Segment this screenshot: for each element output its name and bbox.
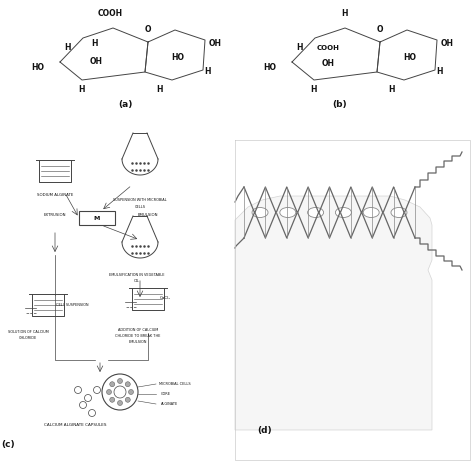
Text: H: H — [342, 9, 348, 18]
Text: SOLUTION OF CALCIUM: SOLUTION OF CALCIUM — [8, 330, 48, 334]
Text: SUSPENSION WITH MICROBIAL: SUSPENSION WITH MICROBIAL — [113, 198, 167, 202]
Text: M: M — [94, 216, 100, 220]
Text: H: H — [79, 86, 85, 95]
Polygon shape — [235, 196, 432, 430]
Text: ALGINATE: ALGINATE — [161, 402, 179, 406]
Ellipse shape — [280, 208, 296, 218]
Text: EMULSION: EMULSION — [129, 340, 147, 344]
Text: CaCl₂: CaCl₂ — [159, 296, 171, 300]
Ellipse shape — [308, 208, 324, 218]
Text: H: H — [297, 43, 303, 52]
Text: HO: HO — [172, 54, 184, 63]
Text: HO: HO — [264, 64, 276, 73]
Text: COOH: COOH — [98, 9, 123, 18]
Text: H: H — [157, 86, 163, 95]
Circle shape — [109, 382, 115, 387]
Circle shape — [128, 390, 134, 395]
Text: H: H — [311, 86, 317, 95]
Circle shape — [118, 400, 122, 406]
Circle shape — [107, 390, 111, 395]
Text: HO: HO — [31, 64, 45, 73]
Circle shape — [125, 382, 130, 387]
Text: O: O — [377, 25, 383, 34]
Ellipse shape — [363, 208, 379, 218]
Text: (d): (d) — [258, 425, 272, 435]
Text: ADDITION OF CALCIUM: ADDITION OF CALCIUM — [118, 328, 158, 332]
Text: H: H — [437, 67, 443, 76]
Text: H: H — [92, 40, 98, 49]
Text: OH: OH — [321, 58, 335, 67]
Text: OH: OH — [90, 57, 102, 66]
Text: EMULSION: EMULSION — [138, 213, 158, 217]
Text: OH: OH — [440, 40, 454, 49]
FancyBboxPatch shape — [79, 211, 115, 225]
Text: H: H — [65, 43, 71, 52]
Text: (a): (a) — [118, 100, 132, 109]
Text: CELL SUSPENSION: CELL SUSPENSION — [56, 303, 88, 307]
Text: H: H — [205, 67, 211, 76]
Text: H: H — [389, 86, 395, 95]
Text: OIL: OIL — [134, 279, 140, 283]
Text: O: O — [145, 25, 151, 34]
Text: SODIUM ALGINATE: SODIUM ALGINATE — [37, 193, 73, 197]
Text: EXTRUSION: EXTRUSION — [44, 213, 66, 217]
Text: CHLORIDE TO BREAK THE: CHLORIDE TO BREAK THE — [115, 334, 161, 338]
Text: OH: OH — [209, 40, 221, 49]
Text: COOH: COOH — [317, 45, 339, 51]
Circle shape — [118, 379, 122, 383]
Text: (c): (c) — [1, 440, 15, 449]
Text: CELLS: CELLS — [135, 205, 146, 209]
Circle shape — [125, 397, 130, 402]
Ellipse shape — [336, 208, 351, 218]
Ellipse shape — [252, 208, 268, 218]
Circle shape — [109, 397, 115, 402]
Ellipse shape — [391, 208, 407, 218]
Text: (b): (b) — [333, 100, 347, 109]
Text: HO: HO — [403, 54, 417, 63]
Text: CALCIUM ALGINATE CAPSULES: CALCIUM ALGINATE CAPSULES — [44, 423, 106, 427]
Text: MICROBIAL CELLS: MICROBIAL CELLS — [159, 382, 191, 386]
Text: CHLORIDE: CHLORIDE — [19, 336, 37, 340]
Text: EMULSIFICATION IN VEGETABLE: EMULSIFICATION IN VEGETABLE — [109, 273, 165, 277]
Text: CORE: CORE — [161, 392, 171, 396]
